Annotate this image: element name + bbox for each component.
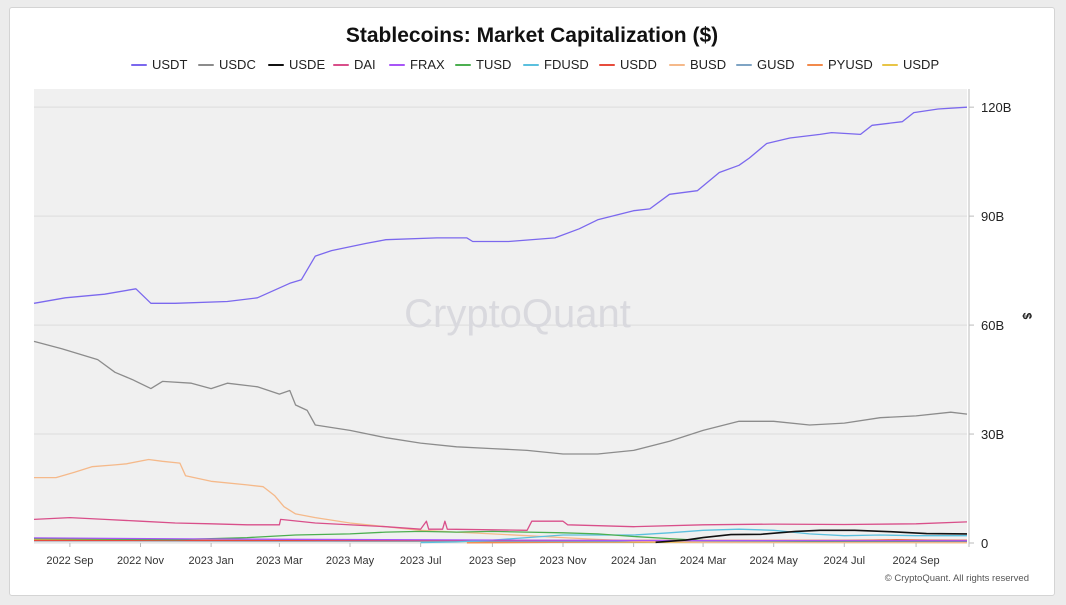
legend-item-usdd[interactable]: USDD: [599, 57, 657, 72]
legend-label: FDUSD: [544, 57, 589, 72]
legend-swatch: [669, 63, 685, 66]
legend-swatch: [523, 63, 539, 66]
x-tick-label: 2023 Mar: [256, 555, 303, 567]
legend-label: DAI: [354, 57, 376, 72]
legend-swatch: [131, 63, 147, 66]
y-axis-label: $: [1020, 313, 1034, 320]
y-tick-label: 60B: [981, 318, 1004, 333]
series-line-usdt: [33, 106, 968, 304]
chart-title: Stablecoins: Market Capitalization ($): [345, 24, 719, 47]
x-tick-label: 2023 Nov: [539, 555, 587, 567]
series-line-fdusd: [420, 528, 967, 544]
legend-swatch: [455, 63, 471, 66]
x-tick-label: 2023 May: [326, 555, 375, 567]
legend-item-gusd[interactable]: GUSD: [736, 57, 795, 72]
legend-item-usdc[interactable]: USDC: [198, 57, 256, 72]
series-line-usde: [655, 529, 968, 544]
legend-swatch: [389, 63, 405, 66]
legend-item-busd[interactable]: BUSD: [669, 57, 726, 72]
legend-swatch: [599, 63, 615, 66]
x-tick-label: 2023 Sep: [469, 555, 516, 567]
legend-label: PYUSD: [828, 57, 873, 72]
plot-area: [34, 89, 967, 543]
legend-item-fdusd[interactable]: FDUSD: [523, 57, 589, 72]
x-tick-label: 2022 Sep: [46, 555, 93, 567]
y-tick-label: 90B: [981, 209, 1004, 224]
x-tick-label: 2022 Nov: [117, 555, 165, 567]
x-tick-label: 2024 Mar: [680, 555, 727, 567]
copyright-text: © CryptoQuant. All rights reserved: [884, 573, 1029, 584]
legend-item-pyusd[interactable]: PYUSD: [807, 57, 873, 72]
legend-label: USDD: [620, 57, 657, 72]
watermark-text: CryptoQuant: [404, 292, 631, 336]
legend-label: TUSD: [476, 57, 512, 72]
legend-item-usde[interactable]: USDE: [268, 57, 325, 72]
legend-swatch: [268, 63, 284, 66]
legend-swatch: [198, 63, 214, 66]
y-tick-label: 0: [981, 536, 988, 551]
legend-swatch: [736, 63, 752, 66]
legend-label: USDC: [219, 57, 256, 72]
chart-legend: USDT USDC USDE DAI FRAX TUSD FDUSD USDD BUSD GUSD…: [0, 57, 1066, 75]
series-line-usdc: [33, 340, 968, 455]
legend-label: BUSD: [690, 57, 727, 72]
legend-label: USDP: [903, 57, 940, 72]
series-line-frax: [33, 537, 968, 542]
legend-item-usdp[interactable]: USDP: [882, 57, 939, 72]
legend-swatch: [333, 63, 349, 66]
series-line-tusd: [33, 530, 967, 542]
series-line-dai: [33, 516, 968, 531]
legend-item-tusd[interactable]: TUSD: [455, 57, 511, 72]
x-tick-label: 2024 Sep: [893, 555, 940, 567]
x-tick-label: 2024 Jul: [824, 555, 866, 567]
y-tick-label: 120B: [981, 100, 1011, 115]
x-tick-label: 2023 Jan: [188, 555, 233, 567]
legend-item-usdt[interactable]: USDT: [131, 57, 187, 72]
y-tick-label: 30B: [981, 427, 1004, 442]
legend-item-dai[interactable]: DAI: [333, 57, 376, 72]
legend-label: USDE: [289, 57, 326, 72]
legend-item-frax[interactable]: FRAX: [389, 57, 445, 72]
legend-swatch: [807, 63, 823, 66]
legend-label: USDT: [152, 57, 188, 72]
legend-label: GUSD: [757, 57, 795, 72]
legend-swatch: [882, 63, 898, 66]
x-tick-label: 2024 Jan: [611, 555, 656, 567]
x-tick-label: 2024 May: [750, 555, 799, 567]
legend-label: FRAX: [410, 57, 445, 72]
x-tick-label: 2023 Jul: [400, 555, 442, 567]
